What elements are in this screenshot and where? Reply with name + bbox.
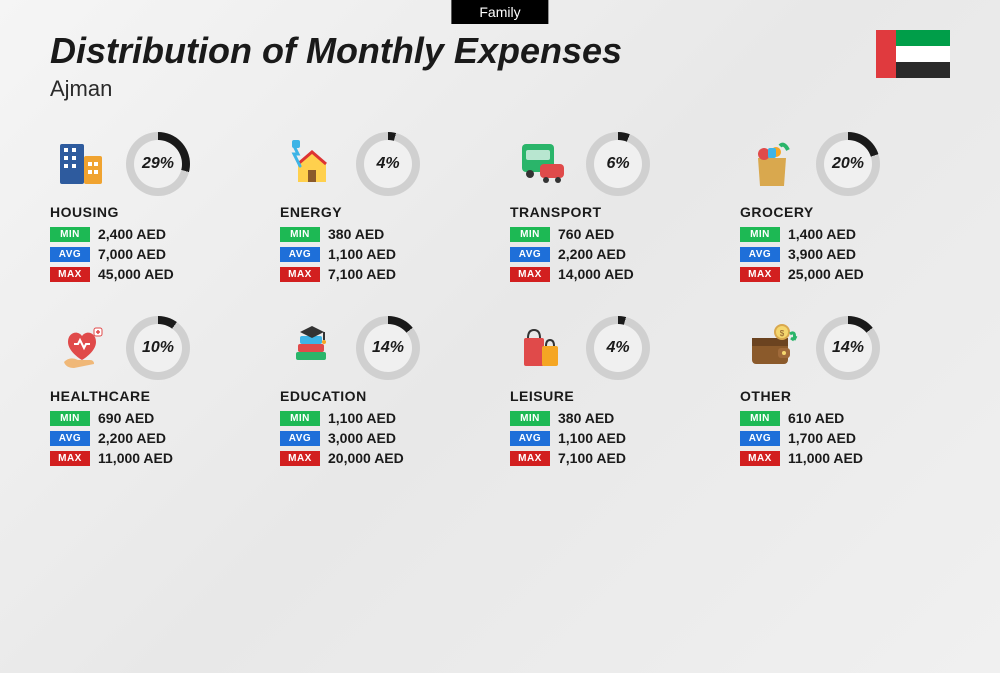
category-name: HEALTHCARE	[50, 388, 260, 404]
category-card: $ 14% OTHER MIN 610 AED AVG 1,700 AED MA…	[740, 316, 950, 470]
header: Distribution of Monthly Expenses Ajman	[0, 0, 1000, 112]
avg-badge: AVG	[50, 247, 90, 262]
percent-ring: 4%	[356, 132, 420, 196]
category-name: EDUCATION	[280, 388, 490, 404]
max-value: 11,000 AED	[788, 450, 863, 466]
category-card: 29% HOUSING MIN 2,400 AED AVG 7,000 AED …	[50, 132, 260, 286]
percent-ring: 14%	[816, 316, 880, 380]
min-badge: MIN	[740, 411, 780, 426]
max-badge: MAX	[740, 267, 780, 282]
avg-badge: AVG	[280, 247, 320, 262]
buildings-icon	[50, 132, 114, 196]
avg-value: 3,900 AED	[788, 246, 856, 262]
category-name: HOUSING	[50, 204, 260, 220]
books-cap-icon	[280, 316, 344, 380]
categories-grid: 29% HOUSING MIN 2,400 AED AVG 7,000 AED …	[0, 112, 1000, 490]
category-name: TRANSPORT	[510, 204, 720, 220]
min-value: 380 AED	[328, 226, 384, 242]
category-card: 20% GROCERY MIN 1,400 AED AVG 3,900 AED …	[740, 132, 950, 286]
avg-value: 1,100 AED	[328, 246, 396, 262]
min-value: 760 AED	[558, 226, 614, 242]
max-badge: MAX	[50, 267, 90, 282]
min-badge: MIN	[50, 227, 90, 242]
percent-ring: 6%	[586, 132, 650, 196]
max-value: 45,000 AED	[98, 266, 174, 282]
percent-value: 20%	[832, 155, 864, 173]
max-value: 20,000 AED	[328, 450, 404, 466]
max-value: 11,000 AED	[98, 450, 173, 466]
max-value: 7,100 AED	[328, 266, 396, 282]
max-badge: MAX	[510, 451, 550, 466]
min-value: 1,400 AED	[788, 226, 856, 242]
category-card: 4% LEISURE MIN 380 AED AVG 1,100 AED MAX…	[510, 316, 720, 470]
page-title: Distribution of Monthly Expenses	[50, 30, 950, 72]
category-name: GROCERY	[740, 204, 950, 220]
percent-value: 4%	[606, 339, 629, 357]
max-badge: MAX	[50, 451, 90, 466]
max-value: 14,000 AED	[558, 266, 634, 282]
grocery-bag-icon	[740, 132, 804, 196]
heart-hand-icon	[50, 316, 114, 380]
avg-value: 1,700 AED	[788, 430, 856, 446]
shopping-bags-icon	[510, 316, 574, 380]
percent-value: 4%	[376, 155, 399, 173]
percent-value: 6%	[606, 155, 629, 173]
category-name: OTHER	[740, 388, 950, 404]
avg-value: 2,200 AED	[98, 430, 166, 446]
avg-value: 7,000 AED	[98, 246, 166, 262]
min-badge: MIN	[510, 411, 550, 426]
avg-badge: AVG	[740, 247, 780, 262]
min-badge: MIN	[510, 227, 550, 242]
category-card: 4% ENERGY MIN 380 AED AVG 1,100 AED MAX …	[280, 132, 490, 286]
min-badge: MIN	[740, 227, 780, 242]
percent-ring: 29%	[126, 132, 190, 196]
percent-value: 14%	[832, 339, 864, 357]
max-value: 7,100 AED	[558, 450, 626, 466]
category-card: 6% TRANSPORT MIN 760 AED AVG 2,200 AED M…	[510, 132, 720, 286]
category-card: 10% HEALTHCARE MIN 690 AED AVG 2,200 AED…	[50, 316, 260, 470]
avg-badge: AVG	[510, 247, 550, 262]
avg-badge: AVG	[740, 431, 780, 446]
bus-car-icon	[510, 132, 574, 196]
percent-ring: 14%	[356, 316, 420, 380]
percent-ring: 20%	[816, 132, 880, 196]
min-value: 610 AED	[788, 410, 844, 426]
svg-text:$: $	[780, 329, 785, 338]
max-value: 25,000 AED	[788, 266, 864, 282]
max-badge: MAX	[510, 267, 550, 282]
uae-flag-icon	[876, 30, 950, 78]
max-badge: MAX	[740, 451, 780, 466]
percent-value: 29%	[142, 155, 174, 173]
min-value: 2,400 AED	[98, 226, 166, 242]
min-value: 1,100 AED	[328, 410, 396, 426]
avg-value: 3,000 AED	[328, 430, 396, 446]
category-card: 14% EDUCATION MIN 1,100 AED AVG 3,000 AE…	[280, 316, 490, 470]
category-name: LEISURE	[510, 388, 720, 404]
min-value: 690 AED	[98, 410, 154, 426]
min-value: 380 AED	[558, 410, 614, 426]
percent-ring: 10%	[126, 316, 190, 380]
percent-ring: 4%	[586, 316, 650, 380]
avg-badge: AVG	[280, 431, 320, 446]
avg-badge: AVG	[510, 431, 550, 446]
house-plug-icon	[280, 132, 344, 196]
avg-value: 2,200 AED	[558, 246, 626, 262]
max-badge: MAX	[280, 267, 320, 282]
max-badge: MAX	[280, 451, 320, 466]
percent-value: 14%	[372, 339, 404, 357]
min-badge: MIN	[280, 227, 320, 242]
percent-value: 10%	[142, 339, 174, 357]
wallet-icon: $	[740, 316, 804, 380]
min-badge: MIN	[50, 411, 90, 426]
avg-badge: AVG	[50, 431, 90, 446]
page-subtitle: Ajman	[50, 76, 950, 102]
category-name: ENERGY	[280, 204, 490, 220]
avg-value: 1,100 AED	[558, 430, 626, 446]
min-badge: MIN	[280, 411, 320, 426]
